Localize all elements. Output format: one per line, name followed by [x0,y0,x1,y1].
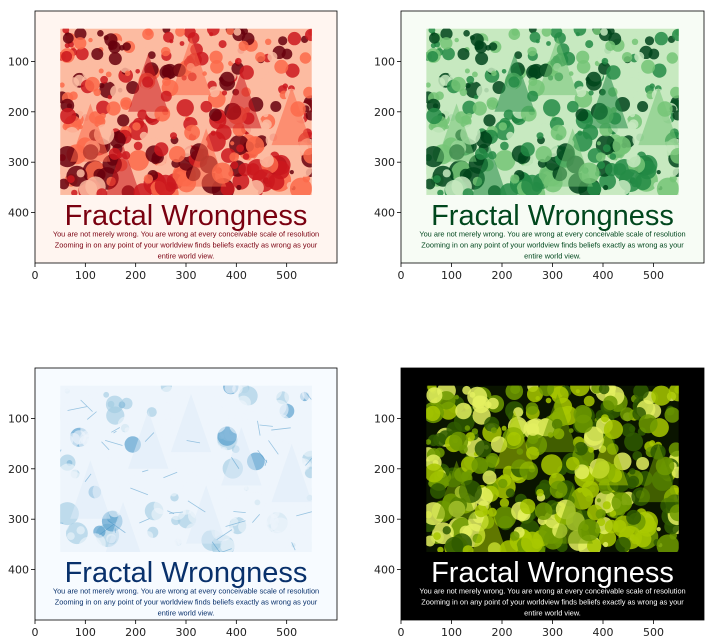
x-tick-label: 100 [441,269,462,282]
x-tick-label: 300 [542,626,563,639]
y-tick-label: 400 [8,207,29,220]
caption-line: entire world view. [158,608,215,617]
romanesco-photo [60,28,312,195]
caption-line: You are not merely wrong. You are wrong … [419,229,685,238]
y-tick-label: 400 [374,564,395,577]
x-tick-label: 500 [276,626,297,639]
y-tick-label: 200 [8,463,29,476]
caption-line: You are not merely wrong. You are wrong … [419,586,685,595]
y-tick-label: 100 [374,412,395,425]
x-tick-label: 500 [643,269,664,282]
romanesco-photo [426,28,679,195]
y-tick-label: 100 [8,55,29,68]
y-tick-label: 100 [374,55,395,68]
y-tick-label: 200 [374,106,395,119]
y-tick-label: 100 [8,412,29,425]
x-tick-label: 0 [32,269,39,282]
x-tick-label: 300 [542,269,563,282]
romanesco-photo [426,385,679,552]
headline-text: Fractal Wrongness [65,200,308,232]
caption-line: Zooming in on any point of your worldvie… [55,597,318,606]
x-tick-label: 100 [75,269,96,282]
x-tick-label: 200 [125,626,146,639]
x-tick-label: 300 [176,269,197,282]
x-tick-label: 500 [276,269,297,282]
x-tick-label: 400 [593,269,614,282]
caption-line: entire world view. [524,608,581,617]
y-tick-label: 300 [374,513,395,526]
x-tick-label: 0 [398,626,405,639]
caption-line: Zooming in on any point of your worldvie… [421,240,684,249]
headline-text: Fractal Wrongness [431,557,674,589]
y-tick-label: 200 [374,463,395,476]
x-tick-label: 400 [593,626,614,639]
y-tick-label: 200 [8,106,29,119]
y-tick-label: 400 [374,207,395,220]
x-tick-label: 200 [492,626,513,639]
x-tick-label: 0 [32,626,39,639]
caption-line: Zooming in on any point of your worldvie… [421,597,684,606]
y-tick-label: 300 [374,156,395,169]
caption-line: You are not merely wrong. You are wrong … [53,229,319,238]
x-tick-label: 100 [75,626,96,639]
caption-line: You are not merely wrong. You are wrong … [53,586,319,595]
romanesco-photo [60,385,312,552]
x-tick-label: 200 [125,269,146,282]
x-tick-label: 0 [398,269,405,282]
caption-line: Zooming in on any point of your worldvie… [55,240,318,249]
headline-text: Fractal Wrongness [65,557,308,589]
y-tick-label: 300 [8,513,29,526]
caption-line: entire world view. [524,251,581,260]
x-tick-label: 200 [492,269,513,282]
x-tick-label: 500 [643,626,664,639]
x-tick-label: 400 [226,626,247,639]
caption-line: entire world view. [158,251,215,260]
y-tick-label: 400 [8,564,29,577]
x-tick-label: 100 [441,626,462,639]
headline-text: Fractal Wrongness [431,200,674,232]
x-tick-label: 400 [226,269,247,282]
y-tick-label: 300 [8,156,29,169]
x-tick-label: 300 [176,626,197,639]
